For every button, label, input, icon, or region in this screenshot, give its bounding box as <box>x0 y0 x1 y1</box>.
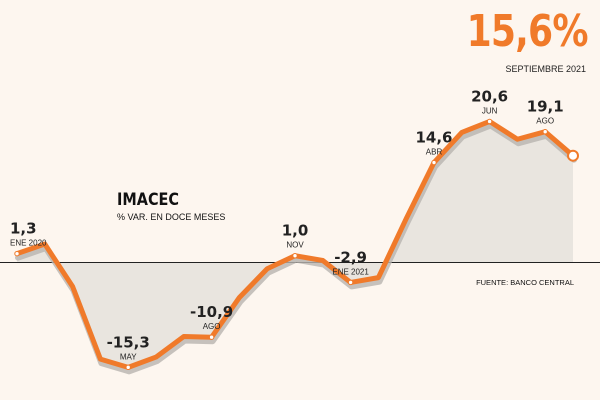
data-value-label: -15,3 <box>107 333 150 351</box>
area-fill <box>17 121 573 368</box>
chart-source: FUENTE: BANCO CENTRAL <box>476 278 574 287</box>
data-point-marker <box>208 334 215 340</box>
data-point-marker <box>125 364 131 371</box>
headline-number: 15,6 <box>466 6 554 57</box>
data-point-marker <box>347 279 354 286</box>
data-value-label: 19,1 <box>527 98 564 116</box>
last-point-marker <box>567 149 579 162</box>
chart-title: IMACEC <box>117 190 180 210</box>
data-value-label: -2,9 <box>334 248 367 266</box>
data-value-label: 1,3 <box>10 220 37 238</box>
headline-period: SEPTIEMBRE 2021 <box>505 64 586 74</box>
data-period-label: MAY <box>120 352 137 361</box>
data-point-marker <box>431 159 437 166</box>
data-value-label: -10,9 <box>190 303 233 321</box>
data-point-marker <box>542 129 548 135</box>
headline-unit: % <box>552 6 589 57</box>
data-value-label: 1,0 <box>282 222 309 240</box>
data-period-label: AGO <box>536 117 554 126</box>
headline-value: 15,6% <box>466 6 589 57</box>
data-period-label: ENE 2021 <box>332 267 369 276</box>
data-point-marker <box>292 253 298 259</box>
data-point-marker <box>486 118 493 125</box>
data-period-label: NOV <box>286 241 304 250</box>
data-value-label: 14,6 <box>415 129 452 147</box>
data-period-label: ENE 2020 <box>10 239 47 248</box>
data-point-marker <box>14 250 20 257</box>
data-period-label: ABR <box>426 148 443 157</box>
data-period-label: JUN <box>482 106 498 115</box>
series-line-shadow <box>15 122 577 375</box>
data-value-label: 20,6 <box>471 87 508 105</box>
data-period-label: AGO <box>203 322 221 331</box>
chart-subtitle: % VAR. EN DOCE MESES <box>117 212 226 222</box>
